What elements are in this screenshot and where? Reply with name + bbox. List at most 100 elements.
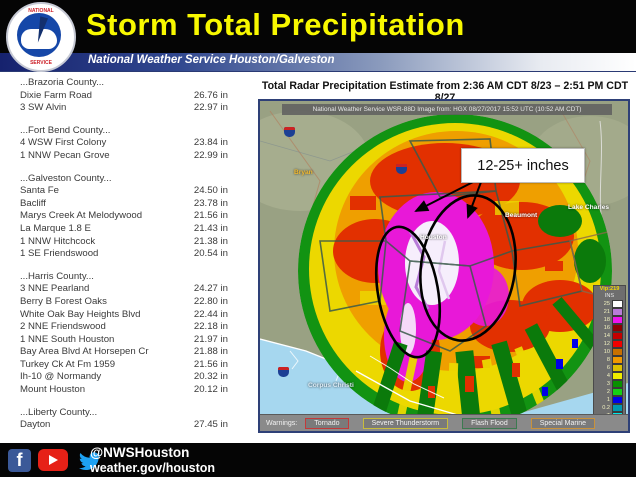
- county-header: ...Brazoria County...: [20, 77, 105, 88]
- station-name: 1 SE Friendswood: [20, 248, 99, 260]
- precip-value: 20.32 in: [193, 371, 228, 383]
- legend-value: 14: [603, 333, 610, 339]
- nws-logo: NATIONAL SERVICE: [6, 2, 76, 72]
- warning-type-badge: Flash Flood: [462, 417, 517, 429]
- county-group: ...Fort Bend County... 4 WSW First Colony…: [20, 125, 258, 163]
- county-header: ...Fort Bend County...: [20, 124, 111, 136]
- legend-value: 21: [603, 309, 610, 315]
- station-name: White Oak Bay Heights Blvd: [20, 308, 141, 320]
- report-row: Mount Houston 20.12 in: [20, 384, 258, 397]
- city-label: Beaumont: [505, 212, 538, 219]
- radar-map: National Weather Service WSR-88D Image f…: [258, 99, 630, 433]
- city-label: Corpus Christi: [308, 382, 354, 389]
- station-name: 3 NNE Pearland: [20, 283, 90, 295]
- precip-value: 22.99 in: [193, 149, 228, 161]
- twitter-icon[interactable]: [75, 448, 103, 472]
- legend-units: INS: [604, 293, 615, 299]
- website-url[interactable]: weather.gov/houston: [90, 461, 216, 475]
- report-row: Dayton 27.45 in: [20, 419, 258, 432]
- precip-value: 27.45 in: [193, 419, 228, 431]
- header-bar: Storm Total Precipitation: [0, 0, 636, 53]
- legend-value: 25: [603, 301, 610, 307]
- interstate-shield-icon: [278, 367, 289, 377]
- county-header: ...Harris County...: [20, 270, 94, 282]
- legend-value: 1: [606, 397, 610, 403]
- precip-value: 20.54 in: [193, 248, 228, 260]
- report-row: Ih-10 @ Normandy 20.32 in: [20, 371, 258, 384]
- station-name: 1 NNW Pecan Grove: [20, 149, 110, 161]
- report-row: 3 NNE Pearland 24.27 in: [20, 283, 258, 296]
- station-name: Mount Houston: [20, 384, 86, 396]
- station-name: Dixie Farm Road: [20, 89, 92, 101]
- header-subtitle-strip: National Weather Service Houston/Galvest…: [0, 53, 636, 72]
- legend-value: 18: [603, 317, 610, 323]
- precip-value: 22.44 in: [193, 308, 228, 320]
- legend-value: 0.2: [602, 405, 610, 411]
- warning-type-badge: Special Marine: [530, 417, 596, 429]
- legend-value: 10: [603, 349, 610, 355]
- report-row: 1 NNW Pecan Grove 22.99 in: [20, 150, 258, 163]
- station-name: Santa Fe: [20, 185, 59, 197]
- youtube-icon[interactable]: [38, 449, 68, 471]
- station-name: Bay Area Blvd At Horsepen Cr: [20, 346, 149, 358]
- county-group: ...Brazoria County... Dixie Farm Road 26.7…: [20, 77, 258, 115]
- warnings-bar: Warnings: Tornado Severe Thunderstorm Flas…: [260, 414, 628, 431]
- county-group: ...Galveston County... Santa Fe 24.50 in Ba…: [20, 173, 258, 261]
- station-name: La Marque 1.8 E: [20, 222, 91, 234]
- facebook-icon[interactable]: f: [8, 448, 31, 472]
- office-subtitle: National Weather Service Houston/Galvest…: [88, 54, 335, 66]
- precip-value: 21.88 in: [193, 346, 228, 358]
- report-row: Santa Fe 24.50 in: [20, 185, 258, 198]
- legend-value: 6: [606, 365, 610, 371]
- precip-value: 22.80 in: [193, 295, 228, 307]
- precip-value: 23.84 in: [193, 137, 228, 149]
- county-group: ...Harris County... 3 NNE Pearland 24.27 i…: [20, 271, 258, 397]
- legend-value: 12: [603, 341, 610, 347]
- warning-type-badge: Tornado: [305, 417, 349, 429]
- warning-type-badge: Severe Thunderstorm: [362, 417, 449, 429]
- precip-value: 21.56 in: [193, 358, 228, 370]
- precip-value: 21.97 in: [193, 333, 228, 345]
- precip-value: 23.78 in: [193, 197, 228, 209]
- precip-value: 24.27 in: [193, 283, 228, 295]
- station-name: Dayton: [20, 419, 51, 431]
- interstate-shield-icon: [284, 127, 295, 137]
- interstate-shield-icon: [396, 164, 407, 174]
- twitter-handle[interactable]: @NWSHouston: [90, 445, 190, 460]
- report-row: 1 NNW Hitchcock 21.38 in: [20, 236, 258, 249]
- legend-header: Vip:219: [599, 286, 620, 292]
- station-name: 4 WSW First Colony: [20, 137, 107, 149]
- station-name: Bacliff: [20, 197, 46, 209]
- station-name: 2 NNE Friendswood: [20, 321, 106, 333]
- precip-value: 21.43 in: [193, 222, 228, 234]
- station-name: Turkey Ck At Fm 1959: [20, 358, 116, 370]
- report-row: La Marque 1.8 E 21.43 in: [20, 223, 258, 236]
- report-row: 3 SW Alvin 22.97 in: [20, 102, 258, 115]
- report-row: White Oak Bay Heights Blvd 22.44 in: [20, 309, 258, 322]
- station-name: 1 NNE South Houston: [20, 333, 115, 345]
- warnings-label: Warnings:: [266, 419, 298, 427]
- report-row: Marys Creek At Melodywood 21.56 in: [20, 210, 258, 223]
- precip-value: 21.38 in: [193, 235, 228, 247]
- cloud-icon: [21, 29, 57, 49]
- report-row: Turkey Ck At Fm 1959 21.56 in: [20, 359, 258, 372]
- precip-value: 20.12 in: [193, 384, 228, 396]
- report-row: 4 WSW First Colony 23.84 in: [20, 137, 258, 150]
- footer-bar: f @NWSHouston weather.gov/houston: [0, 443, 636, 477]
- legend-value: 4: [606, 373, 610, 379]
- precip-value: 22.18 in: [193, 321, 228, 333]
- county-header: ...Galveston County...: [20, 172, 112, 184]
- station-name: Berry B Forest Oaks: [20, 295, 107, 307]
- precip-value: 22.97 in: [193, 102, 228, 114]
- legend-value: 2: [606, 389, 610, 395]
- legend-value: 3: [606, 381, 610, 387]
- precipitation-report-list: ...Brazoria County... Dixie Farm Road 26.7…: [20, 77, 258, 442]
- county-group: ...Liberty County... Dayton 27.45 in: [20, 407, 258, 432]
- station-name: 1 NNW Hitchcock: [20, 235, 96, 247]
- page-title: Storm Total Precipitation: [86, 7, 465, 42]
- precip-value: 21.56 in: [193, 210, 228, 222]
- rainfall-annotation: 12-25+ inches: [461, 148, 585, 183]
- report-row: 1 NNE South Houston 21.97 in: [20, 334, 258, 347]
